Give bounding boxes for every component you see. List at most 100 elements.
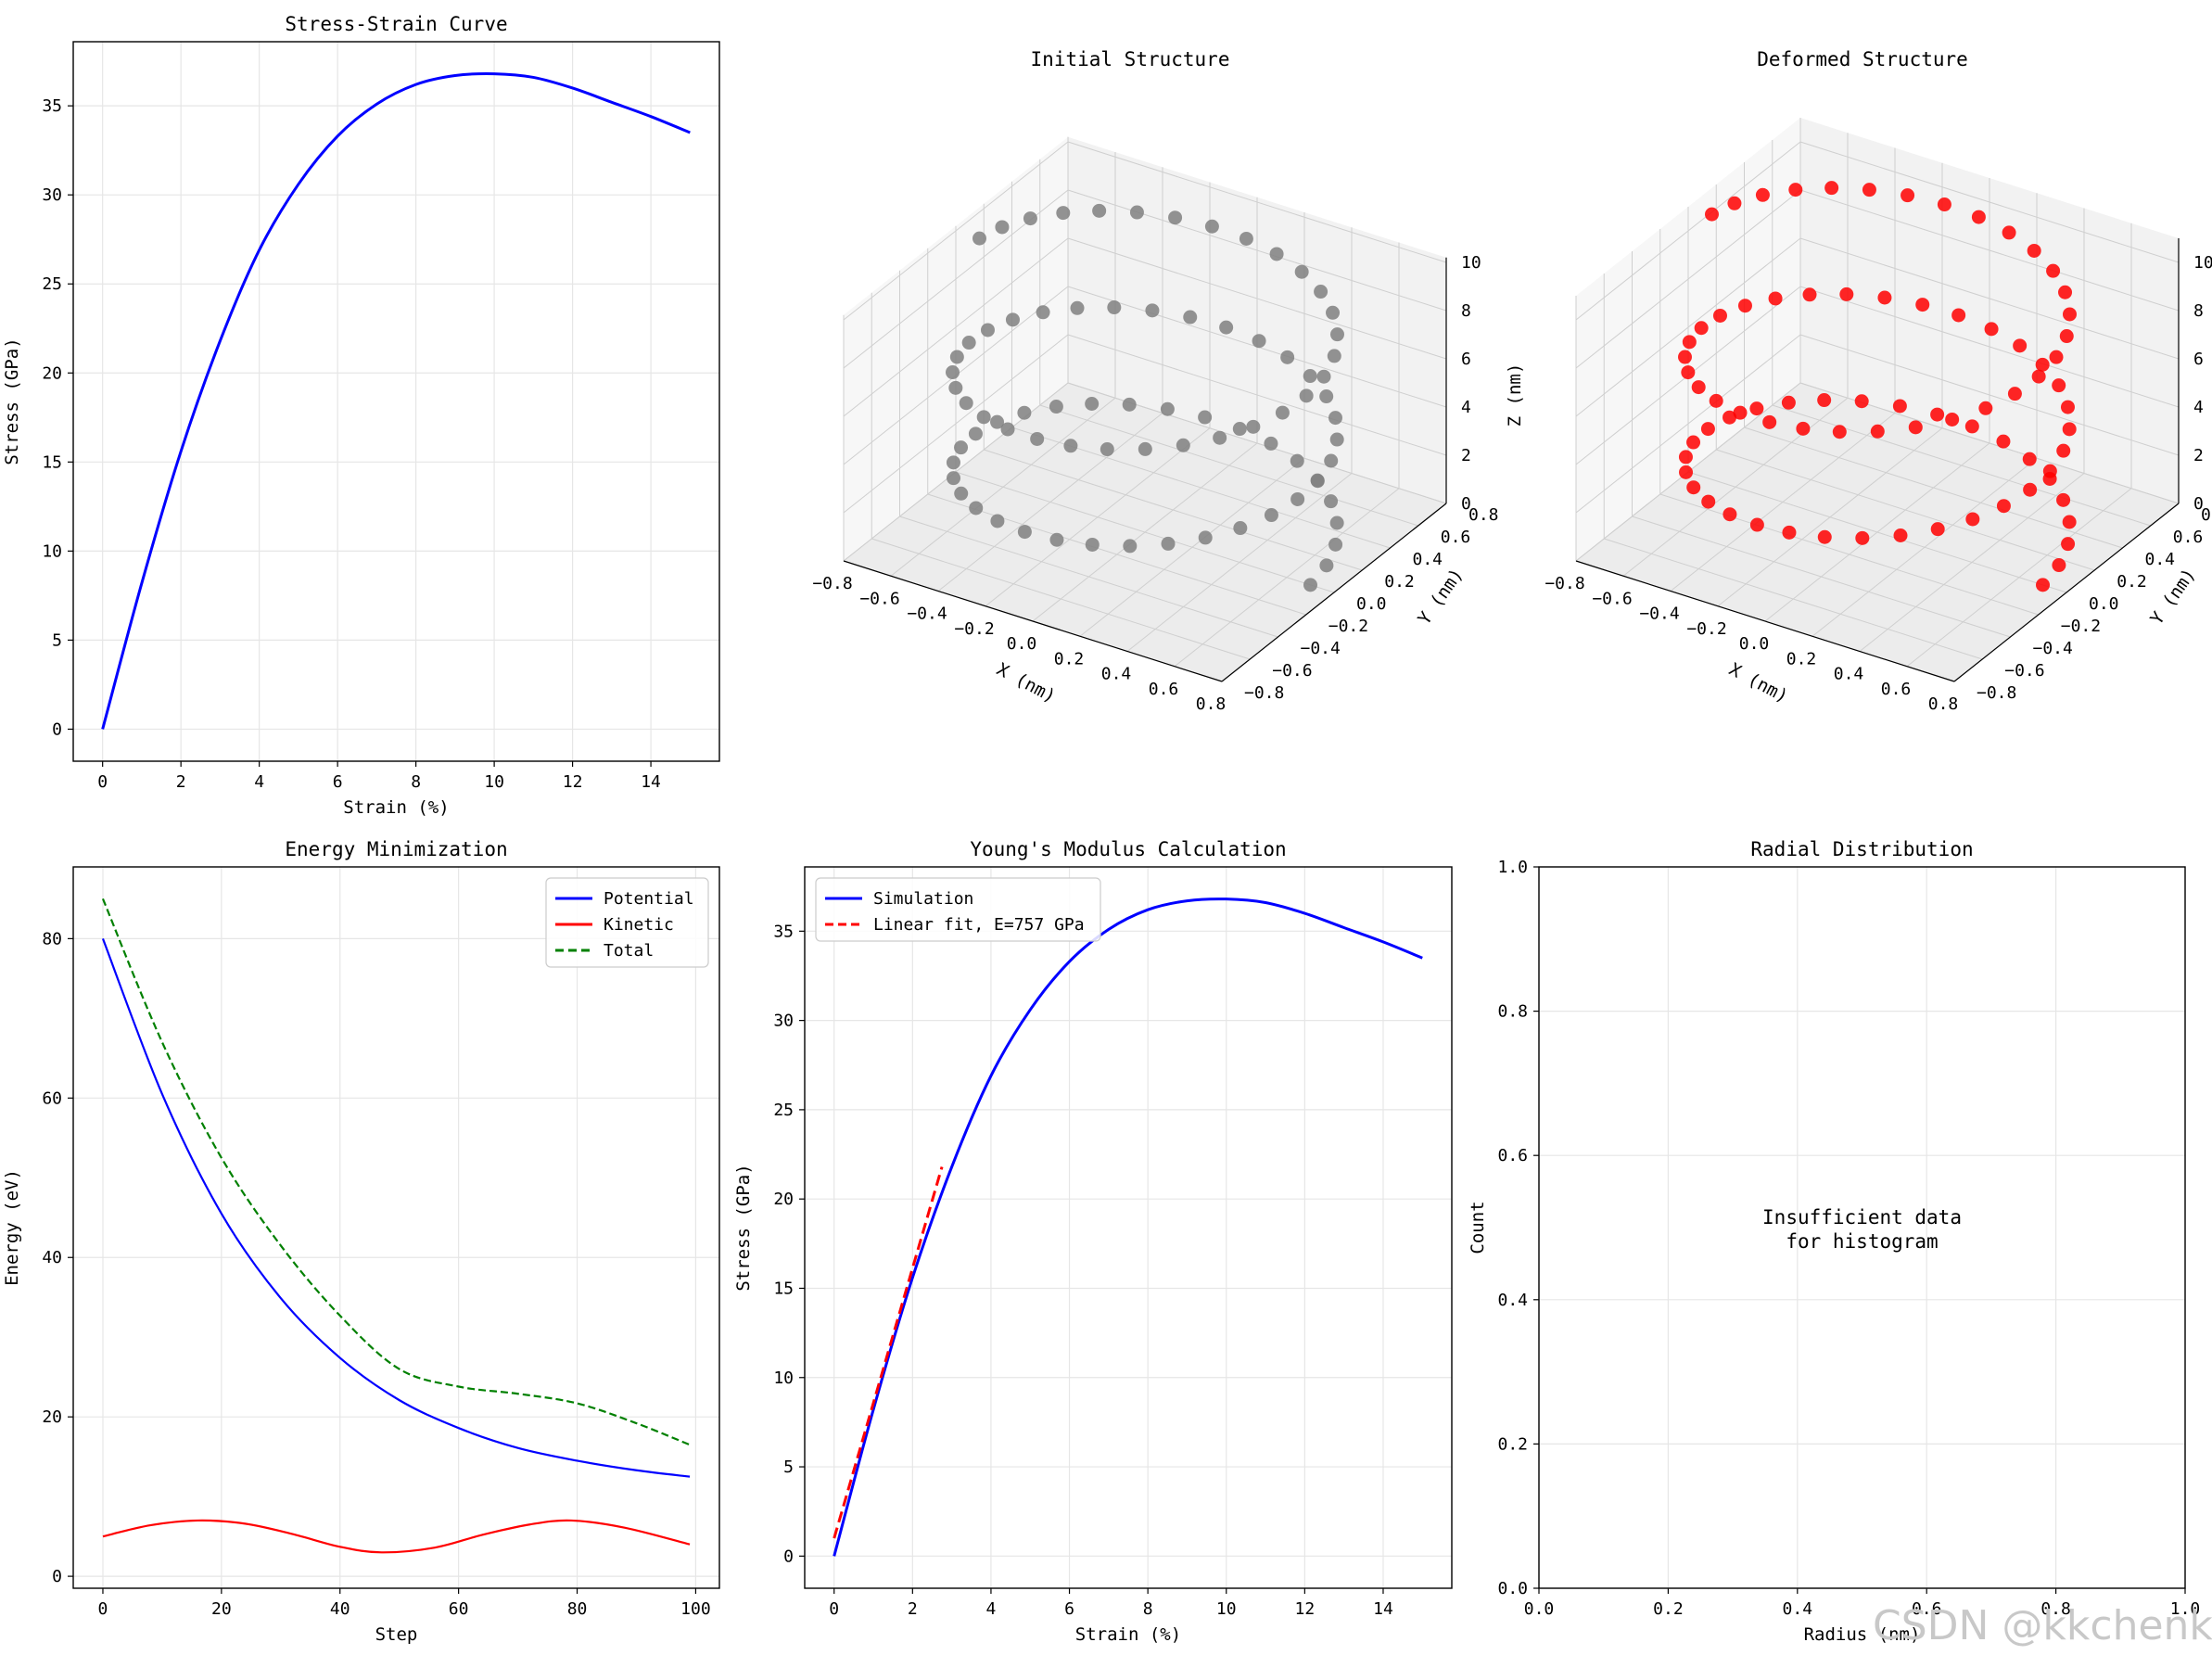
data-point [1129,205,1144,220]
z-tick-label: 6 [1461,350,1471,369]
data-point [1049,400,1063,414]
legend-label: Potential [604,889,694,909]
data-point [1092,203,1107,218]
floor-gridline [1859,473,2085,652]
series-line-total [101,898,691,1446]
y-tick-label: 10 [42,541,62,561]
data-point [1677,350,1692,364]
data-point [1303,578,1317,592]
x-tick-label: 8 [1143,1599,1153,1619]
x-tick-label: −0.2 [1686,619,1726,639]
x-tick-label: 0.0 [1007,634,1037,654]
data-point [1264,436,1278,451]
y-tick-label: 0.0 [1497,1579,1528,1598]
wall-gridline [1799,237,2180,360]
data-point [1329,432,1344,447]
data-point [1290,491,1305,506]
data-point [1017,525,1032,540]
data-point [1246,419,1261,434]
y-axis-label: Stress (GPa) [733,1164,754,1291]
data-point [1233,521,1248,536]
x-tick-label: 40 [330,1599,350,1619]
data-point [1232,422,1247,437]
y-tick-label: 60 [42,1088,62,1108]
x-tick-label: 0.0 [1739,634,1770,654]
x-axis-line [843,560,1223,682]
z-tick-label: 4 [2193,398,2204,417]
chart-title: Stress-Strain Curve [285,13,507,35]
watermark: CSDN @kkchenkx [1873,1602,2212,1649]
data-point [1324,453,1339,468]
y-tick-label: −0.2 [2061,617,2101,636]
axes-frame [72,41,720,762]
data-point [1328,411,1342,426]
data-point [1854,394,1869,409]
y-tick-label: 0 [783,1547,794,1566]
y-tick-label: 20 [773,1190,794,1209]
data-point [1183,310,1198,325]
y-tick-label: 0.2 [1497,1434,1528,1454]
data-point [949,350,964,364]
data-point [1839,286,1854,301]
axes-frame [72,866,720,1589]
y-tick-label: −0.6 [2004,661,2044,681]
data-point [1123,539,1138,554]
data-point [1691,380,1706,395]
data-point [1996,434,2011,449]
data-point [2062,307,2077,322]
wall-gridline [1799,189,2180,312]
y-tick-label: 80 [42,929,62,948]
data-point [2059,329,2074,344]
z-tick-label: 10 [1461,253,1481,273]
y-tick-label: 35 [773,922,794,941]
floor-gridline [1039,404,1418,527]
floor-gridline [1126,473,1353,652]
y-tick-label: 5 [783,1458,794,1477]
data-point [1723,410,1737,425]
x-tick-label: 0.8 [1928,694,1959,714]
data-point [1712,308,1727,323]
data-point [1319,558,1334,573]
x-tick-label: 20 [211,1599,232,1619]
data-point [2052,378,2066,393]
z-tick-label: 4 [1461,398,1471,417]
data-point [1327,349,1341,363]
data-point [1678,450,1693,465]
x-tick-label: 100 [680,1599,711,1619]
y-axis-label: Energy (eV) [2,1169,22,1286]
data-point [1901,188,1915,203]
x-tick-label: 60 [449,1599,469,1619]
y-tick-label: 0.0 [2089,594,2119,614]
data-point [1299,388,1314,403]
data-point [1049,532,1064,547]
data-point [1832,425,1847,439]
x-axis-label: Step [375,1624,418,1645]
data-point [2061,537,2076,552]
data-point [1314,285,1328,299]
y-tick-label: 35 [42,96,62,116]
data-point [1824,181,1839,196]
data-point [1781,395,1796,410]
data-point [1855,530,1870,545]
data-point [1788,183,1803,197]
data-point [1168,210,1183,225]
data-point [1978,401,1993,415]
data-point [1768,291,1783,306]
y-tick-label: 0.4 [1497,1291,1528,1310]
x-tick-label: 0.4 [1101,665,1132,684]
data-point [2062,422,2077,437]
x-tick-label: 14 [1373,1599,1393,1619]
y-tick-label: 15 [773,1279,794,1298]
data-point [1930,407,1945,422]
y-axis-line [1221,503,1447,682]
data-point [2023,482,2038,497]
x-tick-label: 8 [411,772,421,792]
data-point [1329,516,1344,530]
wall-gridline [1575,334,1801,514]
y-tick-label: 0 [52,719,62,739]
y-tick-label: 20 [42,1407,62,1427]
data-point [990,414,1005,429]
data-point [1213,430,1227,445]
data-point [2046,263,2061,278]
